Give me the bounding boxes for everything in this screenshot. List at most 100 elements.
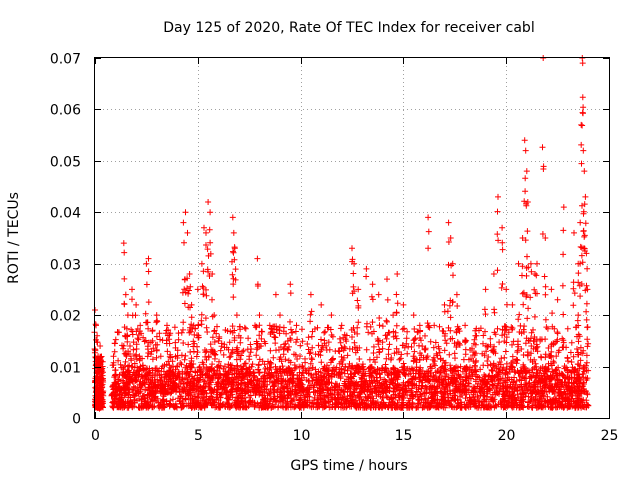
data-point [212, 404, 219, 411]
data-point [523, 168, 530, 175]
data-point [580, 364, 587, 371]
data-point [158, 371, 165, 378]
data-point [539, 144, 546, 151]
data-point [120, 370, 126, 377]
data-point [502, 327, 509, 334]
data-point [402, 389, 409, 396]
x-tick-label: 15 [395, 428, 413, 444]
data-point [145, 268, 152, 275]
data-point [211, 355, 218, 362]
data-point [318, 359, 325, 366]
data-point [348, 375, 355, 382]
data-point [449, 394, 456, 401]
data-point [443, 340, 450, 347]
data-point [232, 266, 239, 273]
data-point [343, 396, 350, 403]
data-point [568, 374, 575, 381]
data-point [350, 325, 357, 331]
data-point [457, 393, 464, 400]
data-point [404, 401, 411, 408]
data-point [575, 349, 581, 356]
data-point [393, 291, 400, 298]
data-point [455, 399, 462, 406]
data-point [375, 338, 381, 345]
data-point [112, 367, 119, 374]
data-point [233, 312, 240, 319]
data-point [226, 375, 232, 382]
data-point [472, 332, 479, 339]
data-point [449, 395, 456, 402]
data-point [146, 387, 153, 394]
data-point [480, 362, 487, 369]
data-point [568, 339, 575, 346]
data-point [361, 377, 368, 384]
data-point [417, 350, 423, 357]
data-point [383, 335, 390, 342]
data-point [519, 235, 526, 241]
data-point [477, 366, 484, 373]
data-point [489, 373, 496, 380]
data-point [94, 332, 101, 339]
data-point [307, 349, 314, 356]
data-point [498, 284, 505, 291]
data-point [170, 404, 177, 411]
data-point [433, 377, 440, 383]
data-point [512, 381, 519, 388]
data-point [235, 352, 242, 359]
data-point [394, 271, 401, 277]
data-point [309, 328, 316, 335]
data-point [528, 268, 535, 275]
data-point [447, 235, 454, 241]
data-point [446, 302, 453, 309]
data-point [524, 315, 531, 322]
data-point [121, 301, 128, 308]
data-point [533, 373, 540, 380]
data-point [235, 367, 242, 374]
data-point [192, 369, 199, 376]
data-point [502, 370, 509, 377]
data-point [313, 377, 320, 384]
data-point [279, 363, 286, 370]
data-point [229, 271, 236, 278]
data-point [378, 399, 385, 406]
data-point [230, 248, 236, 255]
data-point [287, 404, 294, 411]
data-point [508, 376, 515, 383]
data-point [371, 386, 378, 392]
data-point [180, 400, 186, 407]
data-point [166, 362, 173, 369]
data-point [232, 276, 239, 283]
data-point [400, 301, 407, 308]
data-point [231, 327, 238, 334]
data-point [323, 347, 330, 353]
data-point [94, 391, 101, 398]
data-point [277, 312, 283, 319]
data-point [292, 328, 299, 335]
data-point [216, 358, 222, 365]
data-point [327, 386, 334, 393]
data-point [529, 369, 536, 376]
data-point [404, 328, 411, 335]
data-point [342, 336, 349, 343]
data-point [121, 249, 128, 256]
data-point [514, 347, 521, 354]
data-point [195, 387, 202, 394]
data-point [484, 404, 491, 411]
data-point [582, 193, 589, 200]
data-point [427, 363, 434, 370]
data-point [145, 299, 152, 306]
data-point [198, 260, 205, 267]
data-point [487, 386, 493, 393]
data-point [390, 333, 397, 340]
data-point [533, 372, 540, 379]
data-point [498, 355, 505, 362]
data-point [366, 372, 373, 379]
data-point [258, 335, 265, 342]
data-point [344, 352, 351, 359]
data-point [291, 386, 298, 393]
data-point [157, 377, 164, 384]
data-point [583, 282, 590, 289]
data-point [190, 397, 197, 404]
data-point [430, 361, 437, 367]
data-point [347, 400, 354, 407]
